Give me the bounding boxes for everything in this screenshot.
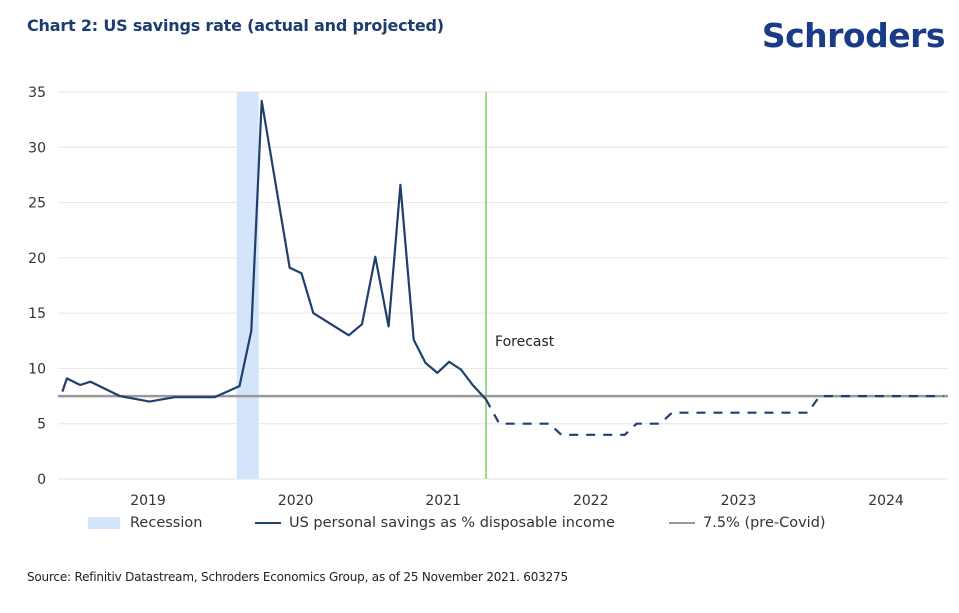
y-tick-label: 35 [28, 85, 46, 101]
legend-label-baseline: 7.5% (pre-Covid) [703, 515, 826, 531]
recession-band [236, 92, 259, 479]
chart-title: Chart 2: US savings rate (actual and pro… [27, 16, 444, 35]
y-axis-ticks: 0 5 10 15 20 25 30 35 [28, 85, 46, 488]
legend-swatch-recession [88, 517, 120, 529]
legend-label-savings: US personal savings as % disposable inco… [289, 515, 615, 531]
grid-lines [58, 91, 948, 480]
y-tick-label: 0 [37, 472, 46, 488]
x-tick-label: 2022 [573, 493, 609, 509]
legend-item-savings: US personal savings as % disposable inco… [255, 515, 615, 531]
x-tick-label: 2021 [425, 493, 461, 509]
x-tick-label: 2024 [868, 493, 904, 509]
schroders-logo: Schroders [761, 16, 946, 55]
y-tick-label: 20 [28, 251, 46, 267]
x-tick-label: 2023 [721, 493, 757, 509]
legend-swatch-savings [255, 522, 281, 524]
legend: Recession US personal savings as % dispo… [0, 515, 959, 537]
x-tick-label: 2019 [130, 493, 166, 509]
y-tick-label: 25 [28, 196, 46, 212]
y-tick-label: 5 [37, 417, 46, 433]
y-tick-label: 30 [28, 140, 46, 156]
legend-item-baseline: 7.5% (pre-Covid) [669, 515, 826, 531]
x-axis-ticks: 2019 2020 2021 2022 2023 2024 [130, 493, 904, 509]
y-tick-label: 15 [28, 306, 46, 322]
forecast-label: Forecast [495, 334, 555, 350]
legend-swatch-baseline [669, 522, 695, 524]
y-tick-label: 10 [28, 361, 46, 377]
legend-label-recession: Recession [130, 515, 203, 531]
projected-savings-line [485, 395, 944, 436]
actual-savings-line [61, 99, 487, 403]
source-note: Source: Refinitiv Datastream, Schroders … [27, 570, 568, 584]
x-tick-label: 2020 [278, 493, 314, 509]
legend-item-recession: Recession [88, 515, 202, 531]
